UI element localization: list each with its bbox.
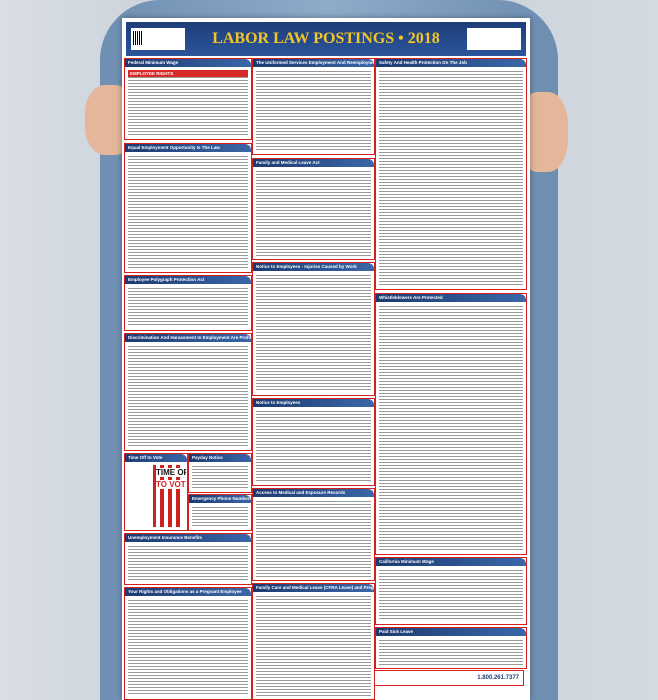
poster-panel: Unemployment Insurance Benefits	[124, 533, 252, 585]
poster-panel: Notice to Employees - Injuries Caused by…	[252, 262, 375, 396]
panel-body-text	[256, 70, 371, 151]
panel-body-text	[256, 170, 371, 256]
info-box	[467, 28, 521, 50]
poster-panel: Family Care and Medical Leave (CFRA Leav…	[252, 583, 375, 700]
panel-body-text	[256, 500, 371, 577]
panel-body-text	[379, 569, 523, 621]
panel-body-text	[256, 274, 371, 392]
poster-panel: Your Rights and Obligations as a Pregnan…	[124, 587, 252, 700]
panel-body-text	[379, 70, 523, 286]
poster-panel: Federal Minimum Wage EMPLOYEE RIGHTS	[124, 58, 252, 140]
panel-heading: Time Off to Vote	[125, 454, 187, 462]
poster-panel: Employee Polygraph Protection Act	[124, 275, 252, 331]
panel-body-text	[379, 639, 523, 665]
panel-heading: Equal Employment Opportunity Is The Law	[125, 144, 251, 152]
panel-body-text	[256, 410, 371, 482]
poster-panel: Notice to Employees	[252, 398, 375, 486]
poster-panel: Paid Sick Leave	[375, 627, 527, 669]
panel-heading: Paid Sick Leave	[376, 628, 526, 636]
panel-body-text	[192, 506, 248, 527]
poster-panel: Payday Notice	[188, 453, 252, 493]
vote-title-1: TIME OFF	[156, 468, 186, 477]
panel-heading: Payday Notice	[189, 454, 251, 462]
poster-panel: Access to Medical and Exposure Records	[252, 488, 375, 581]
vote-title-2: TO VOTE	[156, 480, 186, 489]
panel-body-text	[128, 70, 248, 136]
panel-heading: Emergency Phone Numbers	[189, 495, 251, 503]
panel-heading: Whistleblowers Are Protected	[376, 294, 526, 302]
poster-panel: Whistleblowers Are Protected	[375, 293, 527, 555]
poster-panel: California Minimum Wage	[375, 557, 527, 625]
poster-panel: Family and Medical Leave Act	[252, 158, 375, 260]
panel-heading: Federal Minimum Wage	[125, 59, 251, 67]
poster-panel: The Uniformed Services Employment And Re…	[252, 58, 375, 155]
poster-panel: Time Off to Vote TIME OFF TO VOTE	[124, 453, 188, 531]
wage-banner: EMPLOYEE RIGHTS	[128, 70, 248, 77]
panel-heading: Family and Medical Leave Act	[253, 159, 374, 167]
panel-heading: Unemployment Insurance Benefits	[125, 534, 251, 542]
labor-law-poster: LABOR LAW POSTINGS • 2018 Federal Minimu…	[122, 18, 530, 700]
panel-heading: Employee Polygraph Protection Act	[125, 276, 251, 284]
panel-heading: California Minimum Wage	[376, 558, 526, 566]
poster-panel: Safety And Health Protection On The Job	[375, 58, 527, 290]
panel-body-text	[128, 287, 248, 327]
panel-heading: Notice to Employees	[253, 399, 374, 407]
poster-title: LABOR LAW POSTINGS • 2018	[212, 30, 440, 47]
panel-body-text	[128, 545, 248, 581]
poster-panel: Emergency Phone Numbers	[188, 494, 252, 531]
footer-phone: 1.800.261.7377	[374, 670, 524, 686]
panel-heading: Access to Medical and Exposure Records	[253, 489, 374, 497]
panel-heading: Notice to Employees - Injuries Caused by…	[253, 263, 374, 271]
panel-body-text	[379, 305, 523, 551]
poster-panel: Discrimination And Harassment In Employm…	[124, 333, 252, 451]
panel-heading: The Uniformed Services Employment And Re…	[253, 59, 374, 67]
qr-code-icon	[131, 28, 185, 50]
poster-panel: Equal Employment Opportunity Is The Law	[124, 143, 252, 273]
panel-body-text	[128, 345, 248, 447]
panel-heading: Safety And Health Protection On The Job	[376, 59, 526, 67]
panel-body-text	[192, 465, 248, 489]
panel-body-text	[128, 155, 248, 269]
panel-heading: Your Rights and Obligations as a Pregnan…	[125, 588, 251, 596]
panel-heading: Family Care and Medical Leave (CFRA Leav…	[253, 584, 374, 592]
panel-body-text	[256, 595, 371, 696]
poster-header: LABOR LAW POSTINGS • 2018	[126, 22, 526, 56]
panel-heading: Discrimination And Harassment In Employm…	[125, 334, 251, 342]
panel-body-text	[128, 599, 248, 696]
